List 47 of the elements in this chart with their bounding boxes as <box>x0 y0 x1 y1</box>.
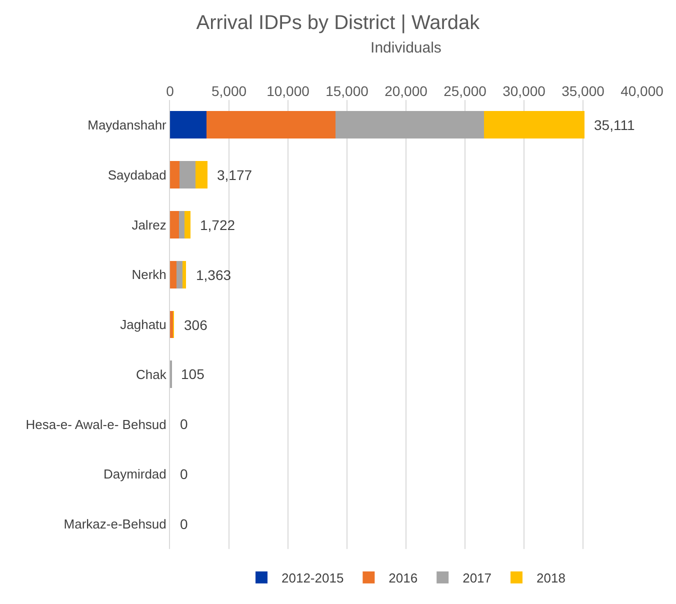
total-label: 1,722 <box>200 217 236 233</box>
y-tick-label: Hesa-e- Awal-e- Behsud <box>26 416 166 432</box>
bar <box>206 111 336 139</box>
y-tick-label: Daymirdad <box>104 466 166 482</box>
legend-label: 2012-2015 <box>282 570 344 586</box>
bar <box>170 310 174 338</box>
legend-label: 2017 <box>462 570 492 586</box>
legend-label: 2018 <box>536 570 566 586</box>
x-tick-label: 5,000 <box>211 83 247 100</box>
total-label: 0 <box>180 466 188 482</box>
bar <box>170 111 207 139</box>
x-tick-label: 15,000 <box>326 83 369 100</box>
x-tick-label: 40,000 <box>620 83 664 100</box>
y-tick-label: Jaghatu <box>120 317 166 332</box>
total-label: 35,111 <box>594 117 635 133</box>
y-tick-label: Nerkh <box>132 267 166 282</box>
x-tick-label: 30,000 <box>502 83 546 100</box>
chart-title: Arrival IDPs by District | Wardak <box>196 12 481 34</box>
bar <box>170 161 180 189</box>
x-tick-label: 10,000 <box>266 83 310 100</box>
total-label: 0 <box>180 516 188 532</box>
legend-label: 2016 <box>388 570 418 586</box>
y-tick-label: Chak <box>136 366 167 382</box>
y-tick-label: Markaz-e-Behsud <box>64 516 166 532</box>
y-tick-label: Jalrez <box>132 217 166 232</box>
x-tick-label: 20,000 <box>384 83 428 100</box>
bar <box>484 111 584 139</box>
x-tick-label: 35,000 <box>562 83 605 100</box>
bar <box>178 211 184 238</box>
total-label: 306 <box>184 317 208 333</box>
bar <box>336 111 484 139</box>
bar <box>170 260 176 288</box>
total-label: 1,363 <box>196 267 232 283</box>
bar <box>176 260 182 288</box>
total-label: 0 <box>180 416 188 432</box>
y-tick-label: Saydabad <box>108 167 166 182</box>
total-label: 105 <box>181 366 205 382</box>
x-axis-title: Individuals <box>370 40 442 56</box>
bar <box>180 161 196 189</box>
bar <box>184 211 190 238</box>
total-label: 3,177 <box>217 167 252 183</box>
bar <box>170 211 179 238</box>
bar <box>182 260 186 288</box>
x-tick-label: 0 <box>166 83 174 100</box>
y-tick-label: Maydanshahr <box>88 117 168 132</box>
bar <box>196 161 208 189</box>
x-tick-label: 25,000 <box>444 83 487 100</box>
